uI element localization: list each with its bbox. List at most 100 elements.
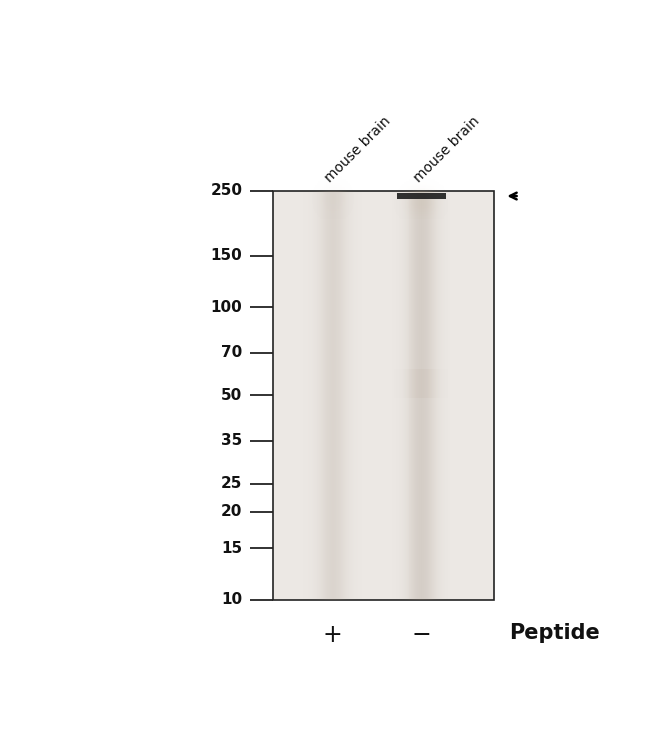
Bar — [423, 176, 424, 178]
Bar — [333, 187, 335, 189]
Bar — [329, 176, 330, 179]
Bar — [407, 181, 408, 182]
Bar — [347, 202, 348, 204]
Bar — [339, 207, 340, 209]
Bar — [434, 198, 435, 199]
Bar — [414, 182, 415, 184]
Bar — [318, 191, 319, 600]
Bar — [421, 216, 422, 218]
Bar — [432, 185, 433, 187]
Bar — [424, 369, 426, 398]
Bar — [322, 207, 323, 209]
Bar — [331, 191, 332, 600]
Bar — [341, 198, 343, 200]
Bar — [435, 204, 436, 205]
Bar — [328, 198, 329, 200]
Bar — [433, 178, 434, 179]
Bar — [403, 213, 404, 215]
Bar — [404, 207, 405, 208]
Bar — [348, 209, 350, 210]
Bar — [397, 202, 398, 204]
Bar — [411, 198, 412, 199]
Bar — [408, 190, 409, 192]
Bar — [333, 185, 335, 187]
Bar — [351, 179, 352, 181]
Bar — [348, 198, 350, 200]
Bar — [330, 209, 332, 210]
Bar — [442, 176, 443, 178]
Bar — [395, 187, 396, 188]
Bar — [422, 184, 423, 185]
Bar — [395, 215, 396, 216]
Bar — [415, 215, 416, 216]
Bar — [405, 182, 406, 184]
Bar — [397, 204, 398, 205]
Bar — [322, 185, 323, 187]
Bar — [416, 205, 417, 207]
Bar — [308, 179, 309, 181]
Bar — [325, 204, 326, 207]
Bar — [424, 185, 426, 187]
Bar — [309, 183, 311, 185]
Bar — [446, 184, 447, 185]
Bar — [407, 204, 408, 205]
Bar — [424, 184, 426, 185]
Bar — [403, 182, 404, 184]
Bar — [398, 185, 399, 187]
Bar — [319, 193, 320, 196]
Bar — [399, 195, 400, 196]
Bar — [414, 195, 415, 196]
Bar — [319, 213, 320, 215]
Bar — [313, 202, 314, 204]
Bar — [438, 212, 439, 213]
Bar — [422, 216, 423, 218]
Bar — [417, 199, 419, 201]
Bar — [402, 204, 403, 205]
Bar — [317, 217, 318, 219]
Bar — [333, 202, 335, 204]
Bar — [398, 191, 400, 600]
Bar — [343, 202, 344, 204]
Bar — [332, 176, 333, 179]
Bar — [344, 217, 346, 219]
Bar — [396, 184, 397, 185]
Bar — [351, 176, 352, 179]
Bar — [352, 185, 353, 187]
Bar — [324, 193, 325, 196]
Bar — [419, 210, 421, 212]
Bar — [329, 187, 330, 189]
Bar — [351, 213, 352, 215]
Bar — [435, 208, 436, 210]
Bar — [314, 187, 315, 189]
Bar — [332, 217, 333, 219]
Bar — [317, 207, 318, 209]
Bar — [314, 185, 315, 187]
Bar — [308, 198, 309, 200]
Bar — [324, 185, 325, 187]
Bar — [433, 179, 434, 181]
Bar — [339, 204, 340, 207]
Bar — [408, 189, 409, 190]
Bar — [353, 183, 354, 185]
Bar — [414, 188, 415, 189]
Bar — [361, 191, 362, 600]
Bar — [333, 217, 335, 219]
Bar — [352, 191, 353, 193]
Bar — [348, 191, 350, 193]
Bar — [402, 212, 403, 213]
Bar — [438, 179, 439, 181]
Bar — [350, 181, 351, 183]
Bar — [397, 185, 398, 187]
Bar — [322, 196, 323, 198]
Bar — [422, 185, 423, 187]
Bar — [443, 210, 445, 212]
Bar — [325, 185, 326, 187]
Bar — [317, 200, 318, 202]
Bar — [344, 215, 346, 217]
Bar — [431, 195, 432, 196]
Bar — [412, 176, 413, 178]
Bar — [313, 191, 314, 193]
Bar — [326, 215, 328, 217]
Bar — [400, 207, 402, 208]
Bar — [309, 217, 311, 219]
